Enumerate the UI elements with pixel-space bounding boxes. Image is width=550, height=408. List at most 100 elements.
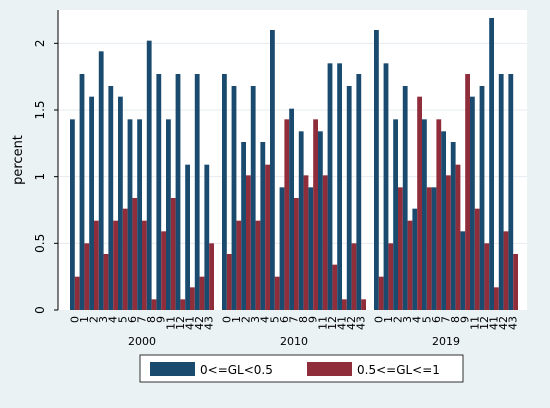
y-tick-label: 0 (33, 306, 47, 314)
x-tick-label: 7 (288, 316, 301, 323)
bar-2000-9-series-2 (161, 231, 166, 310)
bar-2000-9-series-1 (156, 74, 162, 310)
bar-2000-0-series-2 (74, 276, 80, 310)
y-tick-label: 1 (33, 173, 47, 181)
bar-2010-4-series-2 (265, 164, 270, 310)
bar-2019-6-series-2 (436, 119, 442, 310)
x-tick-label: 11 (316, 316, 329, 330)
x-tick-label: 42 (193, 316, 206, 330)
x-tick-label: 7 (136, 316, 149, 323)
bar-2000-4-series-1 (108, 86, 114, 310)
x-tick-label: 12 (174, 316, 187, 330)
bar-2010-8-series-2 (303, 175, 309, 310)
x-tick-label: 4 (107, 316, 120, 323)
bar-2010-0-series-1 (222, 74, 227, 310)
bar-2000-0-series-1 (70, 119, 75, 310)
bar-2010-43-series-2 (361, 299, 366, 310)
bar-2010-8-series-1 (298, 131, 304, 310)
bar-2000-8-series-1 (146, 40, 152, 311)
bar-2000-6-series-1 (127, 119, 133, 310)
bar-2000-5-series-1 (118, 96, 123, 311)
x-tick-label: 3 (249, 316, 262, 323)
bar-2000-5-series-2 (122, 208, 128, 310)
x-tick-label: 11 (468, 316, 481, 330)
y-tick-label: 0.5 (33, 234, 47, 253)
bar-2000-7-series-1 (137, 119, 142, 310)
legend-label-series-1: 0<=GL<0.5 (200, 363, 273, 377)
legend-swatch-series-1 (150, 362, 195, 376)
x-tick-label: 9 (459, 316, 472, 323)
x-tick-label: 1 (230, 316, 243, 323)
bar-2000-6-series-2 (132, 198, 138, 310)
bar-2019-43-series-2 (513, 254, 518, 310)
bar-2010-7-series-2 (294, 198, 299, 310)
bar-2000-12-series-2 (180, 299, 186, 310)
bar-2019-2-series-2 (398, 187, 403, 310)
bar-2010-11-series-2 (322, 175, 328, 310)
bar-2019-1-series-1 (383, 63, 389, 311)
bar-2019-3-series-2 (407, 220, 413, 310)
bar-2019-7-series-2 (446, 175, 451, 310)
group-label-2000: 2000 (128, 335, 156, 348)
x-tick-label: 3 (401, 316, 414, 323)
bar-2019-43-series-1 (508, 74, 514, 310)
bar-2000-2-series-2 (94, 220, 99, 310)
bar-2000-11-series-1 (166, 119, 171, 310)
legend: 0<=GL<0.5 0.5<=GL<=1 (139, 354, 464, 383)
bar-2010-11-series-1 (318, 131, 323, 310)
bar-2019-7-series-1 (441, 131, 446, 310)
bar-2019-11-series-1 (470, 96, 475, 311)
x-tick-label: 5 (268, 316, 281, 323)
x-tick-label: 1 (78, 316, 91, 323)
x-tick-label: 1 (382, 316, 395, 323)
bar-2019-12-series-1 (479, 86, 485, 310)
x-tick-label: 2 (392, 316, 405, 323)
bar-2019-8-series-1 (450, 142, 456, 310)
bar-2010-3-series-1 (250, 86, 256, 310)
x-tick-label: 6 (278, 316, 291, 323)
bar-2010-2-series-2 (246, 175, 251, 310)
bar-2010-42-series-1 (346, 86, 352, 310)
bar-2010-4-series-1 (260, 142, 266, 310)
bar-2019-41-series-1 (489, 18, 494, 310)
bar-2010-43-series-1 (356, 74, 362, 310)
x-tick-label: 2 (240, 316, 253, 323)
group-label-2019: 2019 (432, 335, 460, 348)
bar-2000-43-series-2 (209, 243, 214, 310)
bar-2019-12-series-2 (484, 243, 490, 310)
x-tick-label: 0 (220, 316, 233, 323)
x-tick-label: 8 (449, 316, 462, 323)
x-tick-label: 9 (307, 316, 320, 323)
bar-2010-1-series-1 (231, 86, 237, 310)
x-tick-label: 0 (372, 316, 385, 323)
y-tick-label: 1.5 (33, 100, 47, 119)
bar-2010-6-series-1 (279, 187, 285, 310)
y-axis-title: percent (11, 135, 26, 185)
x-tick-label: 43 (203, 316, 216, 330)
bar-2019-2-series-1 (393, 119, 398, 310)
bar-2019-42-series-2 (503, 231, 509, 310)
group-labels: 2000 2010 2019 (128, 335, 460, 348)
x-tick-label: 41 (336, 316, 349, 330)
bar-2010-6-series-2 (284, 119, 290, 310)
x-tick-label: 5 (116, 316, 129, 323)
bar-2010-5-series-1 (270, 30, 275, 310)
bar-2010-1-series-2 (236, 220, 242, 310)
x-tick-label: 4 (259, 316, 272, 323)
bar-2019-0-series-1 (374, 30, 379, 310)
bar-2019-5-series-2 (426, 187, 432, 310)
x-tick-label: 6 (126, 316, 139, 323)
x-tick-label: 8 (297, 316, 310, 323)
bar-2010-3-series-2 (255, 220, 261, 310)
bar-2000-7-series-2 (142, 220, 147, 310)
legend-swatch-series-2 (307, 362, 352, 376)
x-tick-label: 9 (155, 316, 168, 323)
y-tick-label: 2 (33, 40, 47, 48)
x-tick-label: 2 (88, 316, 101, 323)
x-tick-label: 6 (430, 316, 443, 323)
x-tick-label: 43 (355, 316, 368, 330)
x-tick-label: 5 (420, 316, 433, 323)
x-tick-label: 0 (68, 316, 81, 323)
bar-2010-5-series-2 (274, 276, 280, 310)
